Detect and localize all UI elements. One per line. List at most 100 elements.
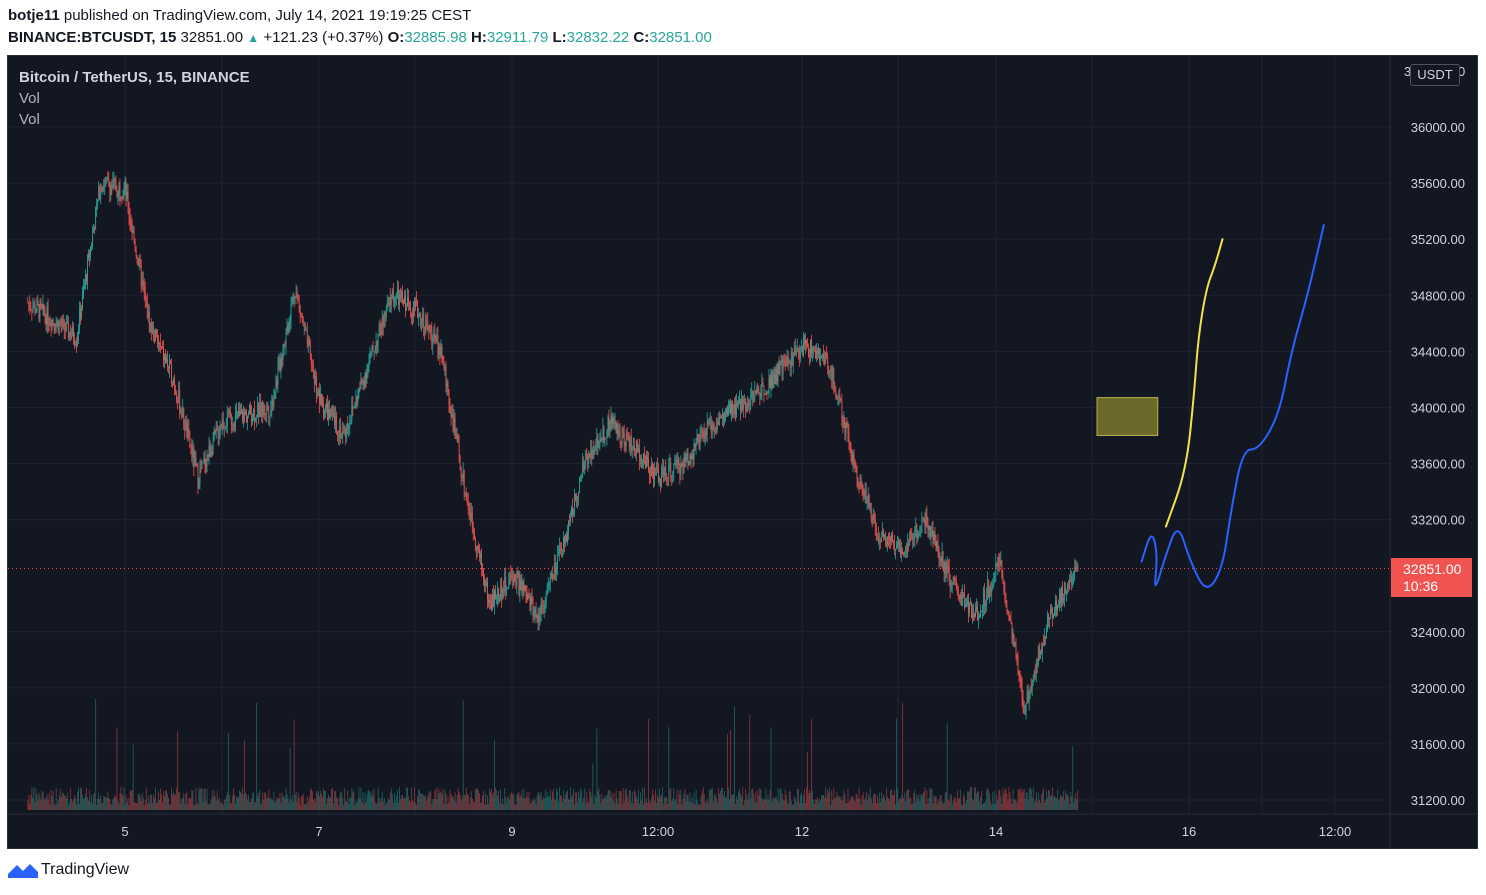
volume-bar (163, 791, 164, 810)
candle-body (672, 471, 674, 477)
volume-bar (426, 801, 428, 810)
candle-body (1076, 565, 1078, 570)
candle-body (195, 456, 197, 465)
volume-bar (400, 798, 401, 810)
volume-bar (142, 797, 144, 810)
candle-body (109, 186, 111, 196)
candle-body (865, 491, 867, 504)
candle-body (498, 588, 500, 600)
volume-bar (528, 792, 530, 810)
candle-body (1039, 650, 1041, 659)
legend-vol-2[interactable]: Vol (19, 111, 40, 128)
volume-bar (947, 799, 949, 810)
candle-body (753, 399, 755, 402)
volume-bar (492, 794, 493, 810)
volume-bar (143, 804, 145, 810)
volume-bar (912, 803, 914, 810)
volume-bar (546, 792, 548, 810)
volume-bar (529, 802, 531, 810)
candle-body (583, 462, 585, 470)
candle-body (815, 350, 816, 359)
candle-body (682, 465, 684, 473)
volume-bar (1040, 794, 1042, 810)
candle-body (457, 435, 459, 442)
candle-body (1027, 692, 1029, 703)
candle-body (513, 574, 515, 586)
candle-body (343, 431, 345, 434)
volume-bar (303, 803, 305, 810)
candle-body (1058, 603, 1059, 605)
volume-bar (819, 798, 821, 810)
volume-bar (946, 723, 948, 810)
candle-body (944, 563, 946, 574)
candle-body (167, 359, 168, 368)
candle-body (727, 408, 728, 415)
volume-bar (576, 792, 578, 810)
volume-bar (482, 795, 483, 810)
candle-body (1008, 612, 1010, 619)
volume-bar (108, 797, 110, 810)
volume-bar (313, 798, 315, 810)
volume-bar (958, 798, 960, 810)
volume-bar (214, 795, 216, 810)
chart-frame[interactable] (7, 55, 1478, 849)
legend-title[interactable]: Bitcoin / TetherUS, 15, BINANCE (19, 69, 250, 86)
candle-body (461, 476, 463, 479)
candle-body (1005, 596, 1007, 605)
legend-vol-1[interactable]: Vol (19, 90, 40, 107)
volume-bar (246, 794, 247, 810)
volume-bar (586, 792, 588, 810)
volume-bar (553, 798, 555, 810)
volume-bar (616, 798, 618, 810)
volume-bar (755, 791, 757, 810)
volume-bar (346, 801, 348, 810)
candle-body (341, 435, 343, 439)
author-name[interactable]: botje11 (8, 7, 60, 24)
candle-body (676, 459, 678, 465)
volume-bar (608, 790, 610, 810)
candle-body (652, 463, 653, 472)
candle-body (997, 557, 999, 567)
volume-bar (140, 801, 142, 810)
volume-bar (329, 797, 330, 810)
candle-body (638, 447, 640, 461)
volume-bar (831, 790, 833, 810)
volume-bar (941, 801, 943, 810)
volume-bar (1069, 804, 1071, 810)
candle-body (467, 501, 469, 510)
candle-body (229, 410, 231, 414)
candle-body (1032, 678, 1034, 684)
volume-bar (839, 796, 841, 810)
candle-body (173, 379, 175, 385)
candle-body (342, 431, 344, 436)
volume-bar (127, 798, 129, 810)
volume-bar (479, 793, 480, 810)
volume-bar (512, 794, 514, 810)
volume-bar (1042, 787, 1044, 810)
candle-body (312, 366, 314, 372)
currency-unit-button[interactable]: USDT (1410, 64, 1460, 86)
candle-body (432, 339, 434, 346)
candle-body (667, 477, 669, 480)
candle-body (611, 416, 613, 425)
volume-bar (547, 796, 549, 810)
volume-bar (365, 802, 367, 810)
volume-bar (380, 798, 382, 810)
tradingview-brand[interactable]: TradingView (8, 861, 129, 879)
candle-body (389, 297, 391, 306)
volume-bar (309, 789, 311, 810)
candle-body (235, 413, 236, 428)
volume-bar (997, 800, 999, 810)
candle-body (491, 602, 492, 610)
volume-bar (168, 797, 169, 810)
volume-bar (430, 791, 432, 810)
volume-bar (715, 797, 717, 810)
volume-bar (273, 791, 275, 810)
candle-body (104, 180, 106, 188)
volume-bar (1066, 794, 1068, 810)
volume-bar (462, 700, 464, 810)
volume-bar (707, 803, 709, 810)
volume-bar (868, 796, 870, 810)
candle-body (169, 361, 170, 369)
